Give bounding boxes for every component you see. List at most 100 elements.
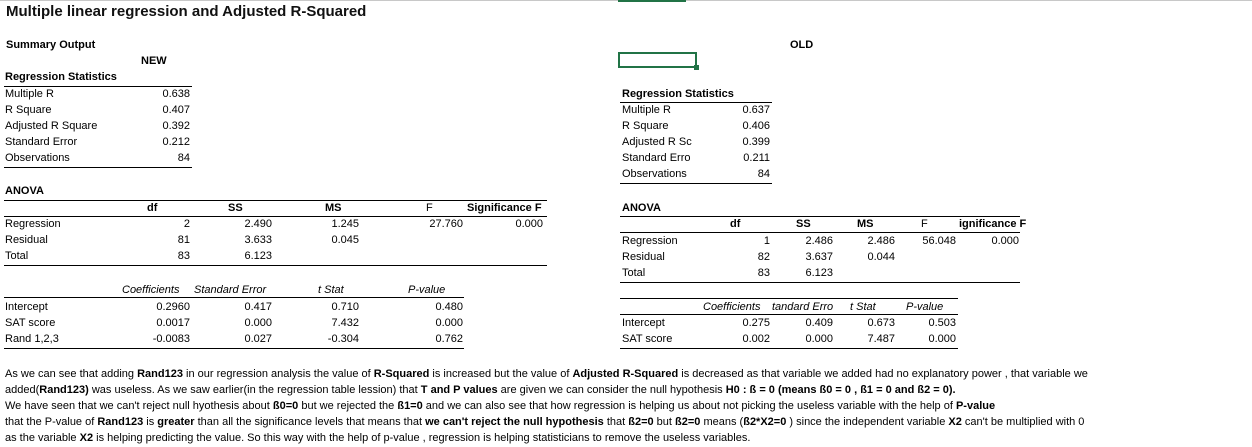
old-coef-header-t: t Stat <box>850 301 876 313</box>
explanation-line-5: as the variable X2 is helping predicting… <box>5 430 1245 446</box>
explanation-line-2: added(Rand123) was useless. As we saw ea… <box>5 382 1245 398</box>
text-run: As we can see that adding <box>5 368 138 380</box>
new-coef-header-rule <box>4 297 464 298</box>
new-anova-f: 27.760 <box>429 218 463 230</box>
new-anova-ss: 2.490 <box>244 218 272 230</box>
new-coef-se: 0.000 <box>244 317 272 329</box>
text-run-bold: Adjusted R-Squared <box>572 368 679 380</box>
old-anova-ss: 6.123 <box>805 267 833 279</box>
old-stat-value: 0.211 <box>743 152 770 164</box>
old-anova-title: ANOVA <box>622 202 661 214</box>
new-coef-p: 0.000 <box>435 317 463 329</box>
text-run-bold: ß0=0 <box>272 400 299 412</box>
new-coef-header-t: t Stat <box>318 284 344 296</box>
old-stat-value: 0.399 <box>742 136 770 148</box>
text-run-bold: X2 <box>948 416 962 428</box>
new-anova-header-rule <box>4 216 547 217</box>
text-run: is decreased as that variable we added h… <box>678 368 1088 380</box>
new-stat-value: 84 <box>177 152 190 164</box>
new-coef-p: 0.762 <box>435 333 463 345</box>
old-coef-row-label: Intercept <box>622 317 665 329</box>
new-anova-df: 83 <box>177 250 190 262</box>
old-coef-value: 0.002 <box>742 333 770 345</box>
new-coef-t: 0.710 <box>331 301 359 313</box>
explanation-line-1: As we can see that adding Rand123 in our… <box>5 366 1245 382</box>
old-anova-header-ss: SS <box>796 218 811 230</box>
text-run: is <box>143 416 158 428</box>
old-coef-value: 0.275 <box>742 317 770 329</box>
text-run: can't be multiplied with 0 <box>961 416 1085 428</box>
old-anova-header-rule <box>620 232 1020 233</box>
text-run-bold: ß2*X2=0 <box>743 416 787 428</box>
old-anova-sig: 0.000 <box>991 235 1019 247</box>
text-run: is helping predicting the value. So this… <box>93 432 751 444</box>
new-anova-ss: 3.633 <box>244 234 272 246</box>
old-coef-p: 0.503 <box>928 317 956 329</box>
new-anova-ms: 1.245 <box>331 218 359 230</box>
text-run: is increased but the value of <box>429 368 573 380</box>
old-coef-se: 0.000 <box>805 333 833 345</box>
new-anova-header-ss: SS <box>228 202 243 214</box>
text-run: means ( <box>700 416 744 428</box>
summary-output-label: Summary Output <box>6 39 96 51</box>
text-run: but <box>653 416 676 428</box>
new-anova-top-rule <box>4 200 547 201</box>
old-coef-header-p: P-value <box>906 301 944 313</box>
text-run: We have seen that we can't reject null h… <box>5 400 273 412</box>
old-reg-stats-top-rule <box>620 102 772 103</box>
old-anova-top-rule <box>620 216 1020 217</box>
old-stat-label: Observations <box>622 168 687 180</box>
new-coef-value: -0.0083 <box>152 333 190 345</box>
new-coef-header-se: Standard Error <box>194 284 267 296</box>
text-run-bold: Rand123 <box>137 368 183 380</box>
old-stat-label: Standard Erro <box>622 152 691 164</box>
new-anova-ms: 0.045 <box>331 234 359 246</box>
old-anova-ms: 0.044 <box>867 251 895 263</box>
old-stat-label: Adjusted R Sc <box>622 136 692 148</box>
new-reg-stats-top-rule <box>4 86 192 87</box>
selected-cell[interactable] <box>618 52 697 68</box>
new-anova-df: 81 <box>177 234 190 246</box>
new-coef-se: 0.027 <box>244 333 272 345</box>
text-run-bold: Rand123) <box>39 384 89 396</box>
old-stat-value: 84 <box>757 168 770 180</box>
new-anova-header-f: F <box>426 202 433 214</box>
old-anova-df: 83 <box>757 267 770 279</box>
new-coef-p: 0.480 <box>435 301 463 313</box>
fill-handle[interactable] <box>694 65 699 70</box>
text-run: was useless. As we saw earlier(in the re… <box>88 384 421 396</box>
explanation-line-4: that the P-value of Rand123 is greater t… <box>5 414 1245 430</box>
old-anova-f: 56.048 <box>922 235 956 247</box>
old-coef-top-rule <box>620 298 958 299</box>
new-stat-label: Adjusted R Square <box>5 120 98 132</box>
new-stat-value: 0.638 <box>162 88 190 100</box>
new-stat-label: Observations <box>5 152 70 164</box>
old-coef-header-coef: Coefficients <box>703 301 761 313</box>
text-run: and we can also see that how regression … <box>422 400 956 412</box>
new-anova-row-label: Residual <box>5 234 48 246</box>
new-coef-row-label: Intercept <box>5 301 48 313</box>
new-stat-label: R Square <box>5 104 52 116</box>
old-label: OLD <box>790 39 814 51</box>
old-anova-header-df: df <box>730 218 741 230</box>
new-anova-row-label: Regression <box>5 218 61 230</box>
old-anova-row-label: Regression <box>622 235 678 247</box>
old-reg-stats-title: Regression Statistics <box>622 88 734 100</box>
new-coef-value: 0.2960 <box>156 301 190 313</box>
new-stat-value: 0.392 <box>162 120 190 132</box>
old-anova-ss: 3.637 <box>805 251 833 263</box>
new-anova-df: 2 <box>183 218 190 230</box>
text-run-bold: T and P values <box>420 384 498 396</box>
text-run: ) since the independent variable <box>786 416 949 428</box>
old-reg-stats-bottom-rule <box>620 183 772 184</box>
old-anova-row-label: Residual <box>622 251 665 263</box>
text-run-bold: ß1=0 <box>397 400 423 412</box>
new-anova-header-sig: Significance F <box>467 202 542 214</box>
text-run: as the variable <box>5 432 80 444</box>
new-anova-row-label: Total <box>5 250 29 262</box>
old-coef-t: 7.487 <box>867 333 895 345</box>
new-anova-ss: 6.123 <box>244 250 272 262</box>
old-stat-value: 0.406 <box>742 120 770 132</box>
old-coef-header-se: tandard Erro <box>772 301 834 313</box>
new-coef-header-p: P-value <box>408 284 446 296</box>
